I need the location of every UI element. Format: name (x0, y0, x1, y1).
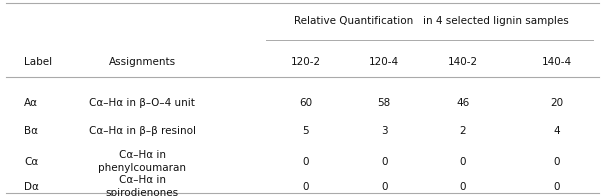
Text: 0: 0 (460, 157, 466, 167)
Text: Cα–Hα in β–O–4 unit: Cα–Hα in β–O–4 unit (89, 98, 195, 108)
Text: Cα–Hα in
spirodienones: Cα–Hα in spirodienones (106, 175, 178, 196)
Text: 120-4: 120-4 (369, 57, 399, 67)
Text: Cα–Hα in β–β resinol: Cα–Hα in β–β resinol (89, 126, 195, 136)
Text: 120-2: 120-2 (290, 57, 321, 67)
Text: 0: 0 (381, 181, 387, 192)
Text: 5: 5 (302, 126, 309, 136)
Text: Assignments: Assignments (109, 57, 175, 67)
Text: 0: 0 (554, 181, 560, 192)
Text: Cα: Cα (24, 157, 39, 167)
Text: 0: 0 (554, 157, 560, 167)
Text: Cα–Hα in
phenylcoumaran: Cα–Hα in phenylcoumaran (98, 151, 186, 173)
Text: 58: 58 (378, 98, 391, 108)
Text: Aα: Aα (24, 98, 38, 108)
Text: Bα: Bα (24, 126, 38, 136)
Text: 140-2: 140-2 (448, 57, 478, 67)
Text: 4: 4 (554, 126, 560, 136)
Text: 20: 20 (550, 98, 563, 108)
Text: 3: 3 (381, 126, 387, 136)
Text: 46: 46 (456, 98, 469, 108)
Text: Relative Quantification   in 4 selected lignin samples: Relative Quantification in 4 selected li… (293, 15, 569, 26)
Text: Dα: Dα (24, 181, 39, 192)
Text: 0: 0 (302, 181, 309, 192)
Text: 60: 60 (299, 98, 312, 108)
Text: Label: Label (24, 57, 52, 67)
Text: 0: 0 (302, 157, 309, 167)
Text: 2: 2 (460, 126, 466, 136)
Text: 140-4: 140-4 (541, 57, 572, 67)
Text: 0: 0 (460, 181, 466, 192)
Text: 0: 0 (381, 157, 387, 167)
